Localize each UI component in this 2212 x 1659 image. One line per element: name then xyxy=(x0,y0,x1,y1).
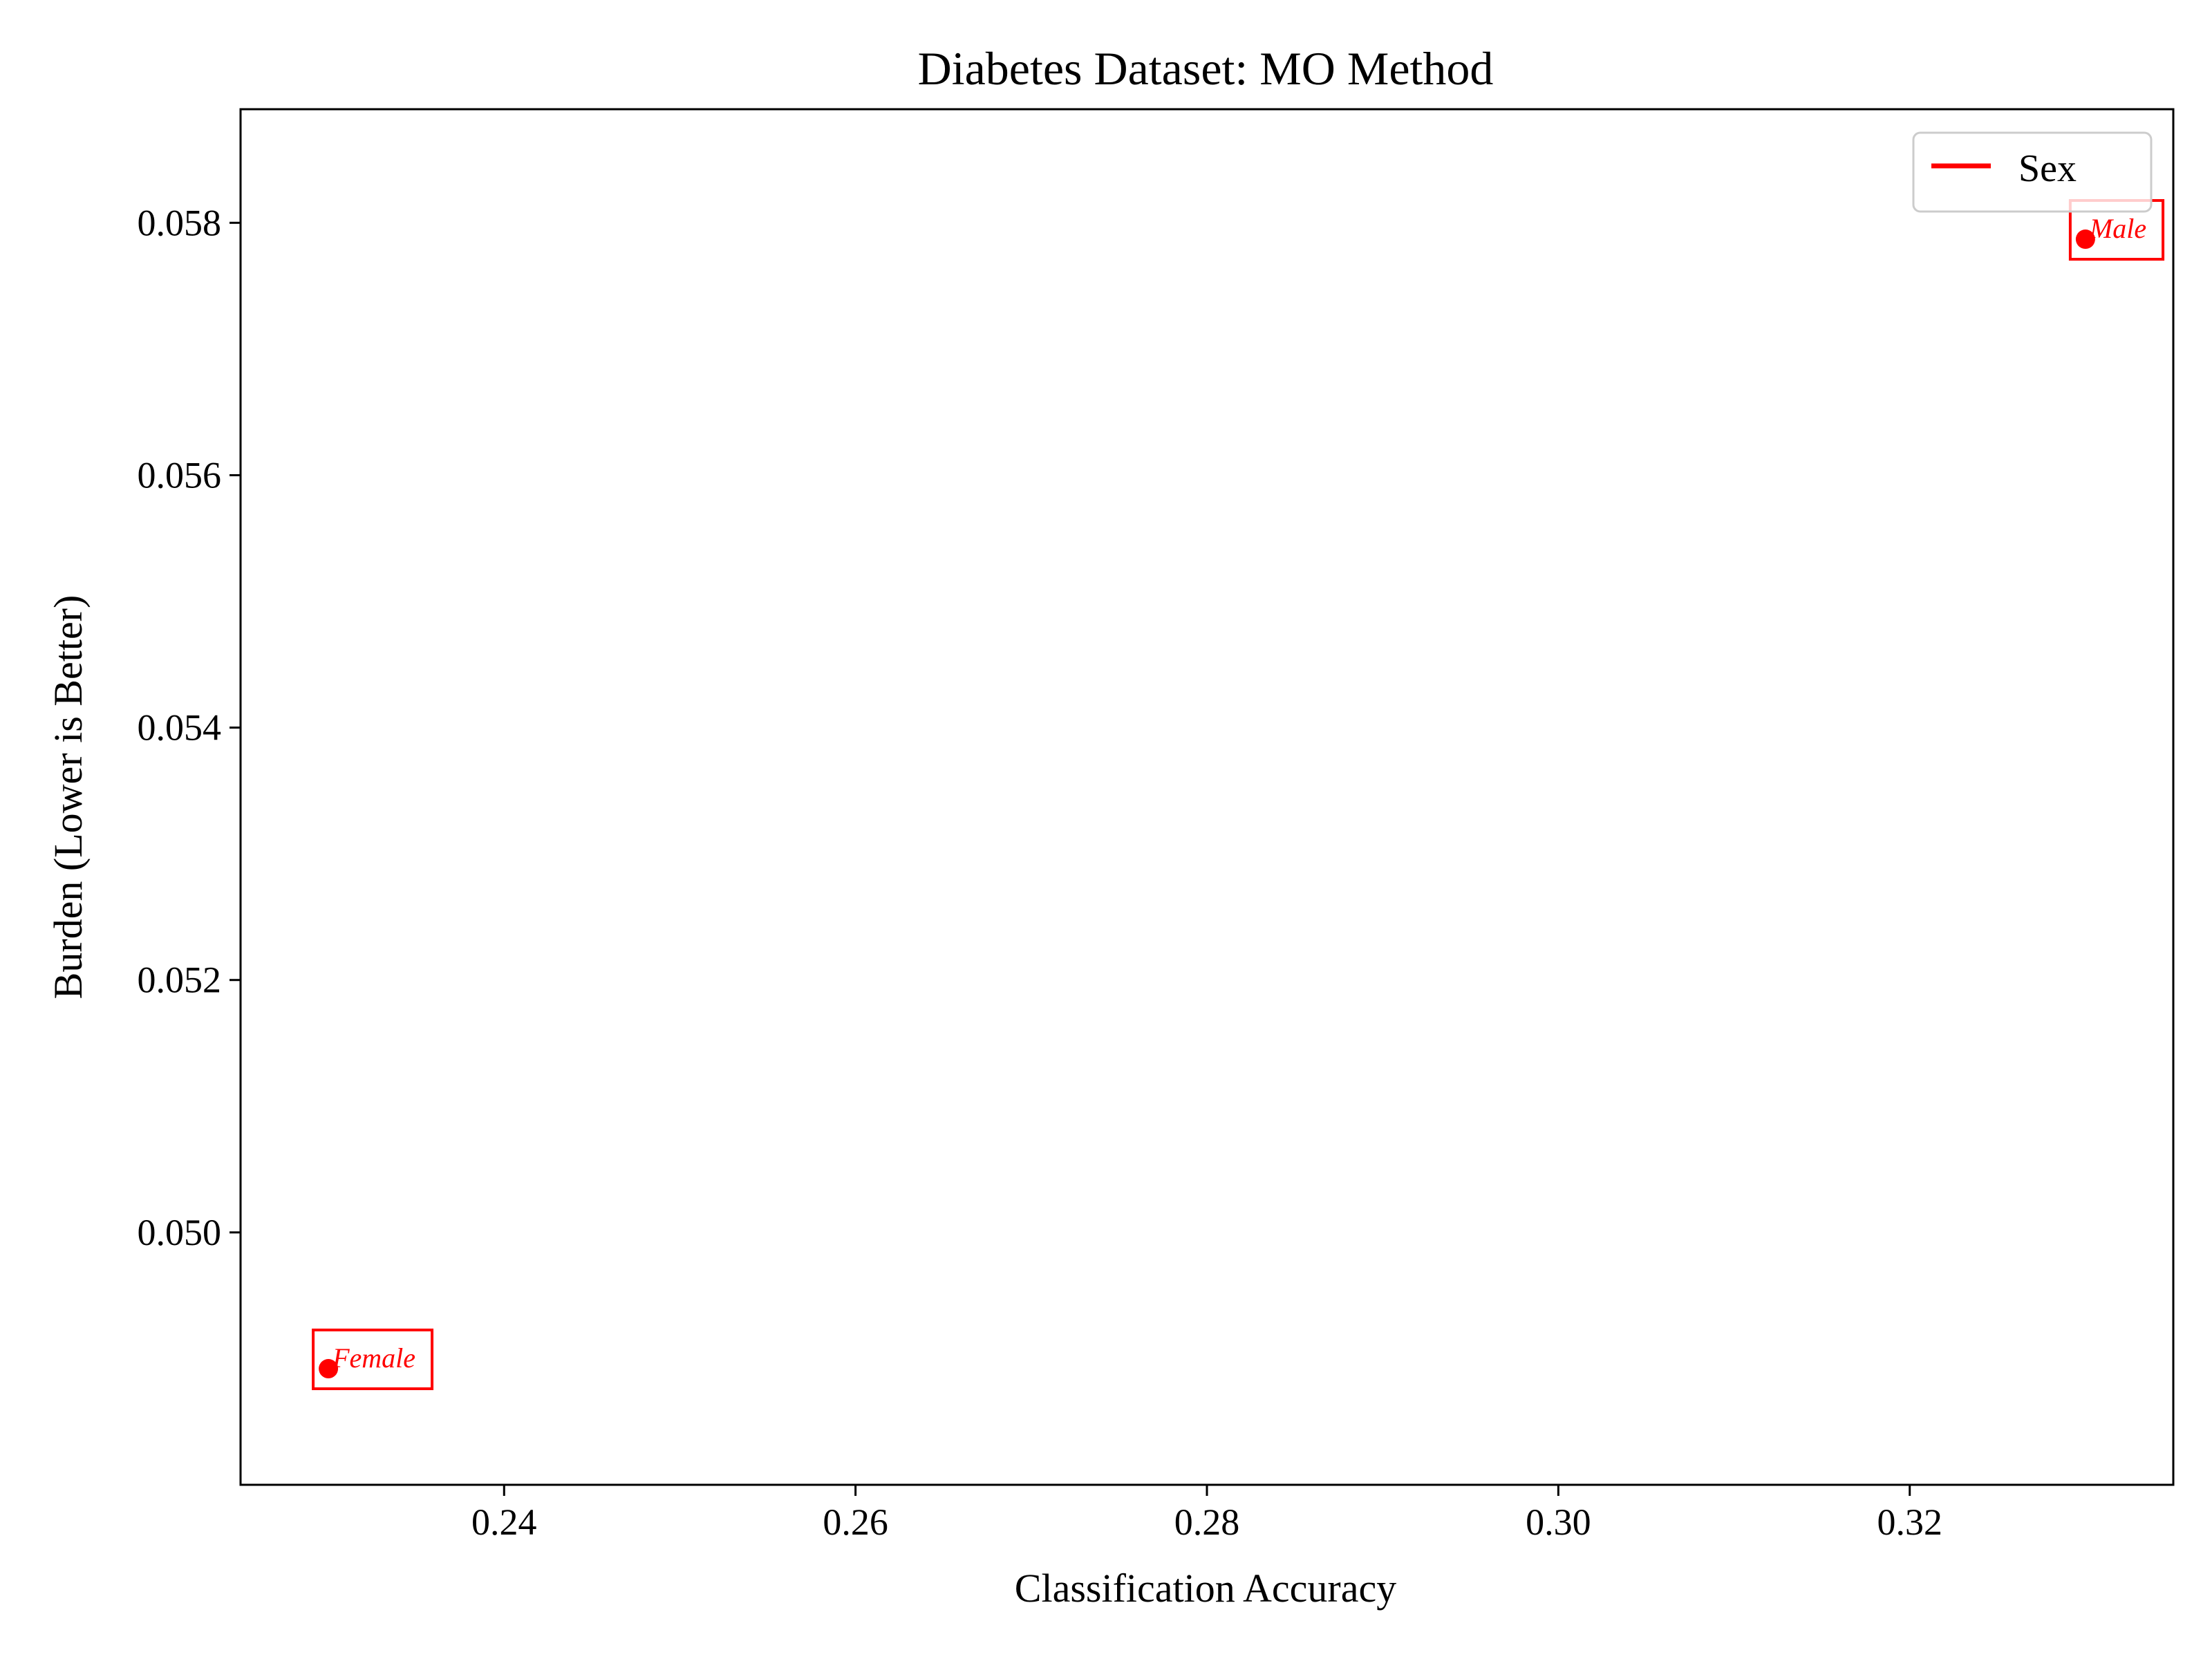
y-tick-label: 0.050 xyxy=(138,1212,222,1253)
x-tick-label: 0.26 xyxy=(823,1501,888,1543)
point-label-box-female xyxy=(312,1329,434,1391)
data-point-male xyxy=(2075,229,2095,250)
y-axis: 0.050 0.052 0.054 0.056 0.058 xyxy=(138,202,241,1253)
point-label-female: Female xyxy=(332,1342,415,1374)
data-point-female xyxy=(319,1359,339,1379)
y-tick-label: 0.056 xyxy=(138,454,222,496)
x-tick-label: 0.24 xyxy=(471,1501,537,1543)
x-tick-label: 0.32 xyxy=(1877,1501,1942,1543)
y-tick-label: 0.058 xyxy=(138,202,222,243)
x-tick-label: 0.28 xyxy=(1174,1501,1240,1543)
legend-label-sex: Sex xyxy=(2018,147,2077,190)
data-points: Female Male xyxy=(312,199,2165,1391)
chart-title: Diabetes Dataset: MO Method xyxy=(918,42,1494,95)
legend-frame xyxy=(1912,131,2153,213)
x-axis: 0.24 0.26 0.28 0.30 0.32 xyxy=(471,1485,1942,1543)
point-label-male: Male xyxy=(2089,213,2146,244)
legend: Sex xyxy=(1912,131,2153,213)
y-tick-label: 0.052 xyxy=(138,959,222,1001)
x-axis-label: Classification Accuracy xyxy=(1015,1566,1396,1611)
y-tick-label: 0.054 xyxy=(138,707,222,749)
x-tick-label: 0.30 xyxy=(1526,1501,1591,1543)
y-axis-label: Burden (Lower is Better) xyxy=(46,595,91,1000)
